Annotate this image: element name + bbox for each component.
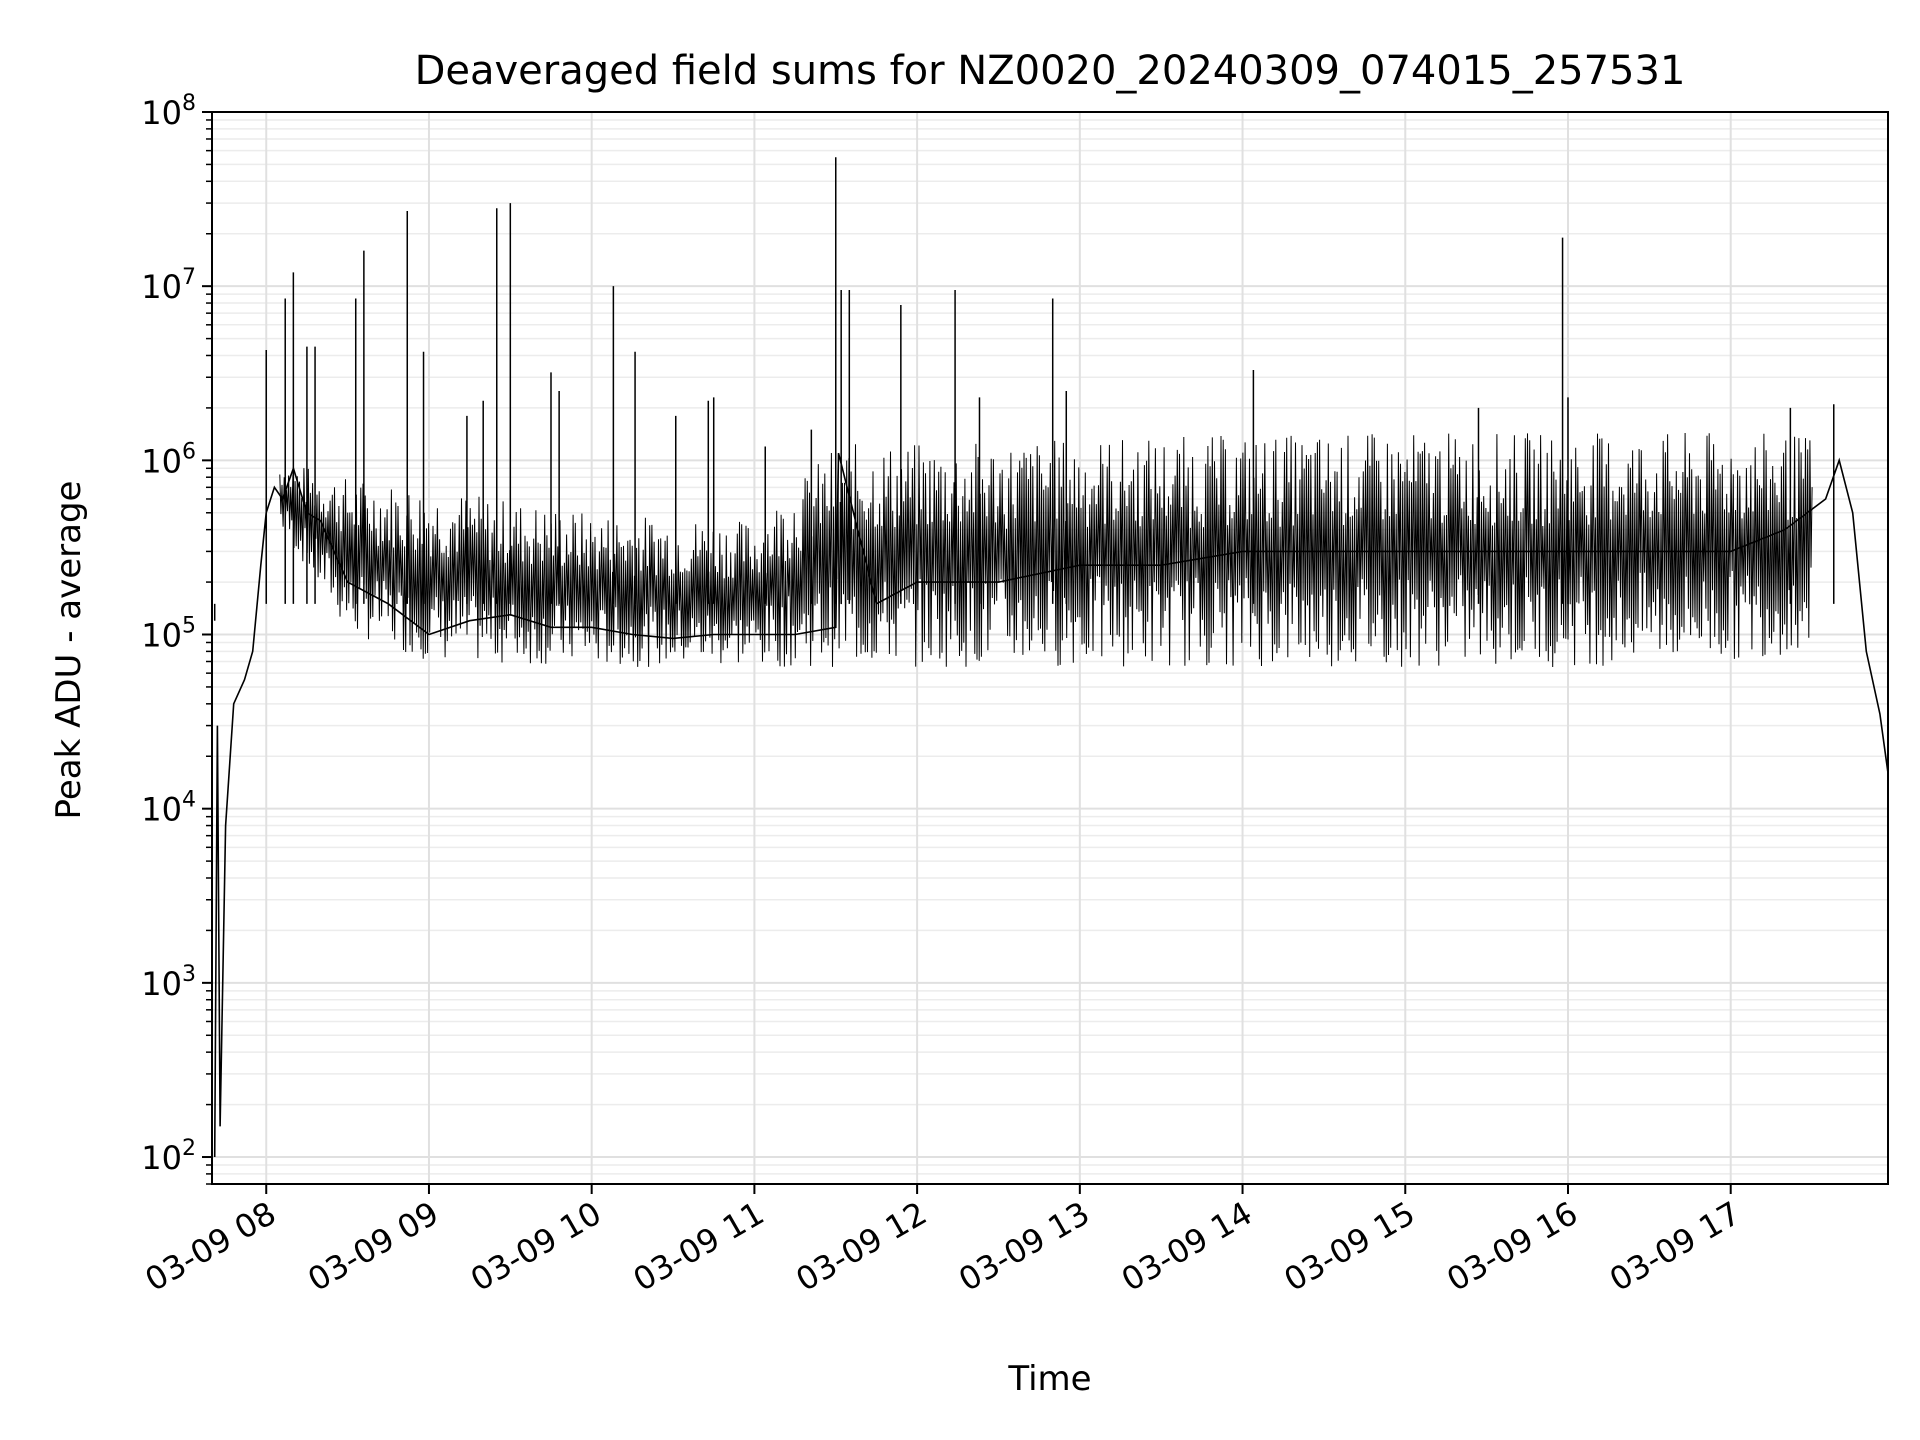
noise-band-path: [279, 432, 1813, 668]
y-tick-label: 103: [141, 962, 196, 1003]
x-axis-title: Time: [1007, 1359, 1091, 1399]
grid: [212, 111, 1888, 1185]
y-tick-label: 105: [141, 614, 196, 655]
data-band: [279, 432, 1813, 668]
y-tick-label: 104: [141, 788, 196, 829]
y-axis-title: Peak ADU - average: [49, 481, 89, 820]
y-tick-label: 108: [141, 91, 196, 132]
spike-layer: [213, 157, 1835, 621]
y-tick-label: 106: [141, 439, 196, 480]
series-layer: [213, 452, 1889, 1158]
y-axis: 102 103 104 105 106 107 108: [141, 91, 212, 1185]
chart-title: Deaveraged field sums for NZ0020_2024030…: [415, 48, 1686, 94]
plot-frame: [211, 111, 1889, 1185]
y-tick-label: 107: [141, 265, 196, 306]
y-tick-label: 102: [141, 1136, 196, 1177]
series-line: [213, 452, 1889, 1158]
